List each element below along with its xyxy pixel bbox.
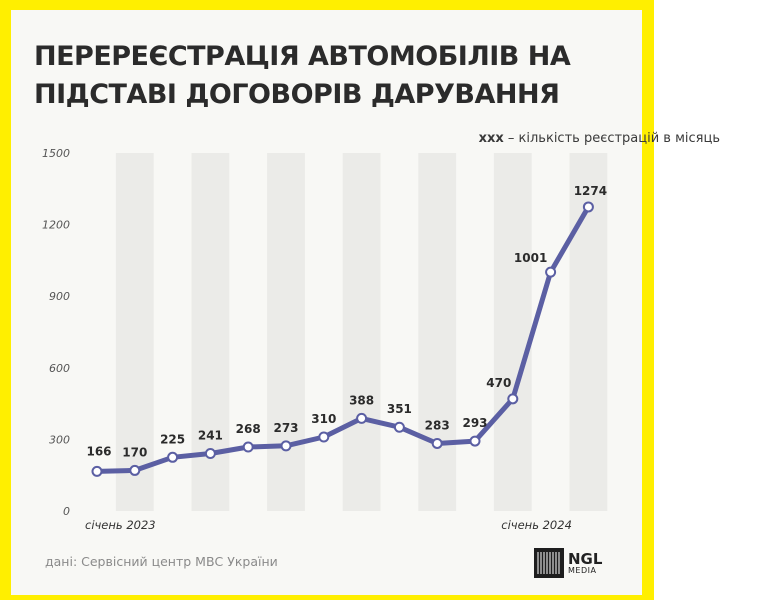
data-label: 293 (462, 416, 487, 430)
data-label: 388 (349, 393, 374, 407)
x-tick-label: січень 2024 (501, 518, 572, 532)
stripe-band (115, 153, 154, 511)
stripe-band (267, 153, 305, 511)
data-point (204, 447, 216, 459)
data-label: 241 (198, 428, 223, 442)
legend-marker: xxx (478, 131, 504, 146)
data-label: 1001 (514, 251, 547, 265)
data-point (280, 440, 292, 452)
stripe-band (342, 153, 381, 511)
stripe-band (418, 153, 457, 511)
data-point (545, 266, 557, 278)
ngl-media-logo: NGL MEDIA (534, 548, 602, 578)
data-points (91, 201, 594, 477)
series-path (94, 204, 591, 474)
data-label: 283 (425, 418, 450, 432)
y-tick-label: 600 (49, 362, 70, 375)
data-point (318, 431, 330, 443)
data-point (91, 465, 103, 477)
data-label: 1274 (574, 184, 607, 198)
legend-note: xxx – кількість реєстрацій в місяць (479, 131, 720, 146)
data-point (582, 201, 594, 213)
data-label: 470 (486, 376, 511, 390)
x-tick-label: січень 2023 (85, 518, 156, 532)
series-line (94, 204, 591, 474)
logo-sub-text: MEDIA (568, 565, 597, 575)
data-point (393, 421, 405, 433)
data-label: 268 (236, 422, 261, 436)
y-tick-label: 900 (49, 290, 70, 303)
stripe-band (493, 153, 532, 511)
data-label: 166 (86, 444, 111, 458)
ngl-logo-mark-icon (534, 548, 564, 578)
background-stripes (115, 153, 608, 511)
data-labels: 166 170 225 241 268 273 310 388 351 283 293 470 1001… (86, 184, 607, 459)
data-point (469, 435, 481, 447)
y-tick-label: 1500 (42, 147, 70, 160)
data-label: 225 (160, 432, 185, 446)
source-note: дані: Сервісний центр МВС України (45, 554, 278, 569)
y-tick-label: 1200 (42, 219, 70, 232)
data-label: 273 (273, 421, 298, 435)
data-point (507, 393, 519, 405)
data-point (129, 464, 141, 476)
data-label: 351 (387, 402, 412, 416)
chart-title: ПЕРЕРЕЄСТРАЦІЯ АВТОМОБІЛІВ НА ПІДСТАВІ Д… (34, 41, 571, 110)
data-point (167, 451, 179, 463)
logo-main-text: NGL (568, 549, 603, 568)
y-tick-label: 0 (63, 505, 70, 518)
data-label: 310 (311, 412, 336, 426)
data-label: 170 (122, 445, 147, 459)
data-point (242, 441, 254, 453)
data-point (431, 437, 443, 449)
data-point (356, 412, 368, 424)
y-tick-label: 300 (49, 433, 70, 446)
stripe-band (569, 153, 608, 511)
x-axis-labels: січень 2023 січень 2024 (85, 518, 572, 532)
legend-text: – кількість реєстрацій в місяць (503, 131, 720, 146)
y-axis-ticks: 0 300 600 900 1200 1500 (42, 147, 70, 518)
